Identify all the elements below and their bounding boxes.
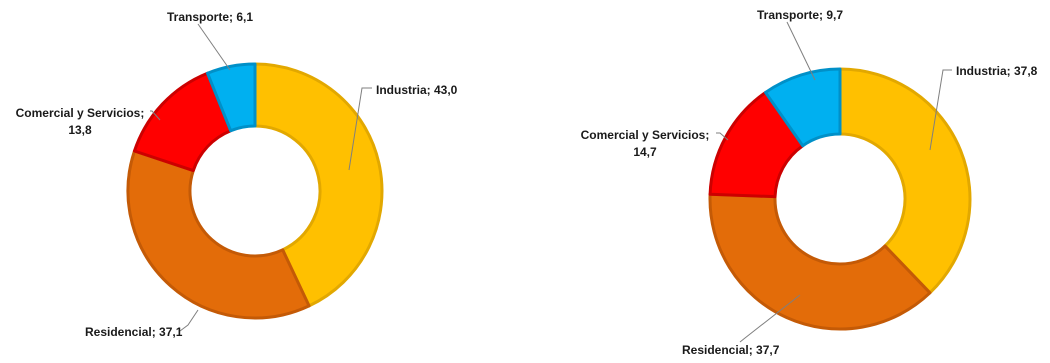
leader-line-industria (929, 69, 952, 151)
data-label-industria: Industria; 37,8 (956, 64, 1038, 78)
leader-line-comercial-y-servicios (716, 132, 729, 141)
leader-line-transporte (197, 23, 231, 71)
leader-line-comercial-y-servicios (150, 110, 161, 121)
data-label-transporte: Transporte; 9,7 (757, 8, 843, 22)
slice-transporte (764, 67, 842, 148)
data-label-residencial: Residencial; 37,7 (682, 343, 780, 357)
data-label-residencial: Residencial; 37,1 (85, 325, 183, 339)
slice-industria (253, 62, 384, 308)
data-label-industria: Industria; 43,0 (376, 83, 458, 97)
slice-industria (838, 67, 972, 295)
data-label-transporte: Transporte; 6,1 (167, 10, 253, 24)
slice-residencial (708, 192, 932, 331)
leader-line-transporte (786, 21, 816, 81)
slice-transporte (206, 62, 257, 133)
leader-line-industria (348, 87, 372, 171)
donut-chart-1: Industria; 43,0 Residencial; 37,1 Comercia… (16, 10, 458, 339)
slice-residencial (126, 149, 311, 320)
leader-line-residencial (179, 309, 199, 332)
data-label-comercial-y-servicios: Comercial y Servicios; 14,7 (581, 128, 710, 159)
data-label-comercial-y-servicios: Comercial y Servicios; 13,8 (16, 106, 145, 137)
donut-chart-2: Industria; 37,8 Residencial; 37,7 Comercia… (581, 8, 1038, 357)
leader-line-residencial (739, 294, 801, 343)
